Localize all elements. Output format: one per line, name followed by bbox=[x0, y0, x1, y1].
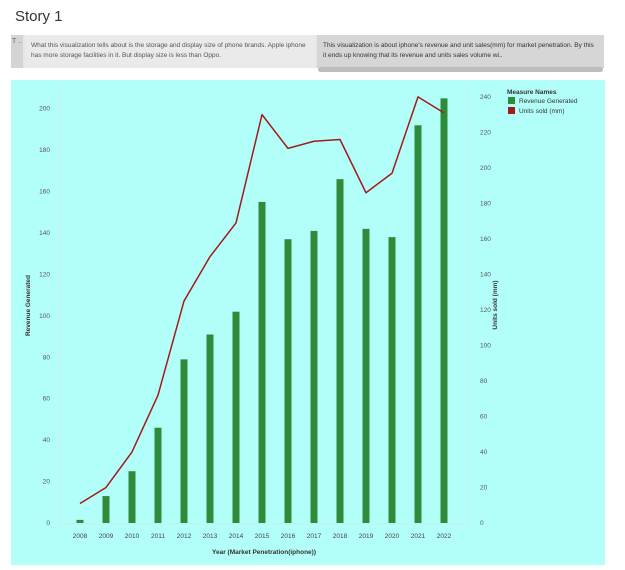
legend-swatch-units bbox=[508, 107, 515, 114]
revenue-bar bbox=[388, 237, 396, 523]
y2-tick-label: 140 bbox=[480, 271, 491, 278]
y2-tick-label: 220 bbox=[480, 129, 491, 136]
y-tick-label: 100 bbox=[39, 313, 50, 320]
x-axis-title: Year (Market Penetration(iphone)) bbox=[212, 549, 316, 556]
y-tick-label: 200 bbox=[39, 106, 50, 113]
x-tick-label: 2012 bbox=[177, 533, 192, 540]
y2-tick-label: 180 bbox=[480, 200, 491, 207]
revenue-bar bbox=[284, 239, 292, 523]
y2-tick-label: 160 bbox=[480, 236, 491, 243]
legend-swatch-revenue bbox=[508, 97, 515, 104]
y-tick-label: 160 bbox=[39, 189, 50, 196]
y2-tick-label: 0 bbox=[480, 520, 484, 527]
y2-tick-label: 240 bbox=[480, 94, 491, 101]
y2-tick-label: 200 bbox=[480, 165, 491, 172]
x-tick-label: 2010 bbox=[125, 533, 140, 540]
y-axis-title: Revenue Generated bbox=[25, 275, 32, 336]
revenue-bar bbox=[362, 228, 370, 523]
story-title: Story 1 bbox=[15, 8, 63, 25]
story-point-2[interactable]: This visualization is about iphone's rev… bbox=[317, 35, 604, 68]
revenue-bar bbox=[76, 519, 84, 523]
revenue-bar bbox=[440, 98, 448, 523]
x-tick-label: 2019 bbox=[359, 533, 374, 540]
story-nav-back-button[interactable]: T .. bbox=[11, 35, 23, 68]
x-tick-label: 2016 bbox=[281, 533, 296, 540]
story-point-1[interactable]: What this visualization tells about is t… bbox=[25, 35, 315, 68]
y2-axis-title: Units sold (mm) bbox=[492, 280, 499, 329]
y-tick-label: 80 bbox=[43, 354, 51, 361]
legend-label-revenue: Revenue Generated bbox=[519, 98, 578, 105]
revenue-bar bbox=[258, 201, 266, 523]
combo-chart: 0 20 40 60 80 100 120 140 160 180 200 0 20 40 60 80 100 1… bbox=[25, 88, 578, 556]
y-tick-label: 60 bbox=[43, 396, 51, 403]
x-tick-label: 2021 bbox=[411, 533, 426, 540]
y-tick-label: 40 bbox=[43, 437, 51, 444]
visualization-area: 0 20 40 60 80 100 120 140 160 180 200 0 20 40 60 80 100 1… bbox=[11, 80, 605, 565]
x-tick-label: 2014 bbox=[229, 533, 244, 540]
y2-tick-label: 80 bbox=[480, 378, 488, 385]
revenue-bar bbox=[414, 125, 422, 524]
y2-tick-label: 100 bbox=[480, 342, 491, 349]
revenue-bar bbox=[180, 359, 188, 523]
x-tick-label: 2015 bbox=[255, 533, 270, 540]
y2-tick-label: 120 bbox=[480, 307, 491, 314]
x-tick-label: 2009 bbox=[99, 533, 114, 540]
revenue-bar bbox=[310, 230, 318, 523]
x-tick-label: 2022 bbox=[437, 533, 452, 540]
y2-tick-label: 20 bbox=[480, 484, 488, 491]
units-sold-line bbox=[79, 96, 445, 505]
story-nav-scrollbar[interactable] bbox=[318, 67, 603, 72]
x-tick-label: 2011 bbox=[151, 533, 165, 540]
y2-tick-label: 40 bbox=[480, 449, 488, 456]
revenue-bar bbox=[102, 496, 110, 523]
legend-label-units: Units sold (mm) bbox=[519, 108, 565, 115]
x-tick-label: 2017 bbox=[307, 533, 322, 540]
story-navigator: T .. What this visualization tells about… bbox=[11, 35, 604, 68]
y-tick-label: 120 bbox=[39, 271, 50, 278]
revenue-bar bbox=[154, 427, 162, 523]
y-tick-label: 140 bbox=[39, 230, 50, 237]
revenue-bar bbox=[336, 179, 344, 523]
x-tick-label: 2013 bbox=[203, 533, 218, 540]
x-tick-label: 2008 bbox=[73, 533, 88, 540]
x-tick-label: 2020 bbox=[385, 533, 400, 540]
revenue-bar bbox=[232, 311, 240, 523]
x-tick-label: 2018 bbox=[333, 533, 348, 540]
revenue-bar bbox=[128, 471, 136, 523]
y-tick-label: 0 bbox=[46, 520, 50, 527]
legend-title: Measure Names bbox=[507, 89, 557, 96]
y2-tick-label: 60 bbox=[480, 413, 488, 420]
y-tick-label: 20 bbox=[43, 479, 51, 486]
revenue-bar bbox=[206, 334, 214, 523]
y-tick-label: 180 bbox=[39, 147, 50, 154]
